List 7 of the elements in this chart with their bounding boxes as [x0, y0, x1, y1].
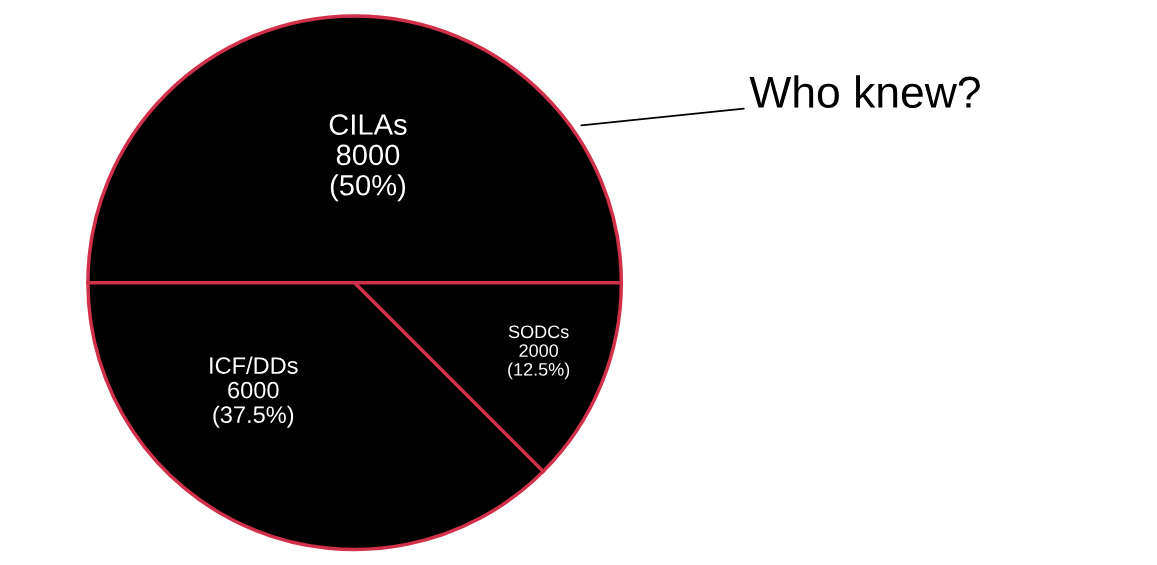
slice-label: CILAs: [329, 114, 407, 135]
data-label: 2000 (12.5%): [508, 344, 570, 380]
data-label: 6000 (37.5%): [213, 381, 294, 428]
slice-label: ICF/DDs: [210, 356, 298, 374]
data-label: 8000 (50%): [330, 144, 406, 202]
text: Who knew?: [749, 75, 980, 109]
slice-label: SODCs: [508, 325, 569, 339]
